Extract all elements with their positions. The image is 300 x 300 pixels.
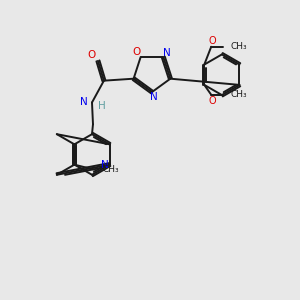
Text: O: O: [208, 36, 216, 46]
Text: H: H: [98, 101, 106, 111]
Text: CH₃: CH₃: [230, 42, 247, 51]
Text: N: N: [101, 160, 109, 170]
Text: CH₃: CH₃: [102, 165, 119, 174]
Text: O: O: [133, 47, 141, 57]
Text: O: O: [88, 50, 96, 60]
Text: CH₃: CH₃: [230, 90, 247, 99]
Text: O: O: [208, 96, 216, 106]
Text: N: N: [150, 92, 158, 102]
Text: N: N: [164, 48, 171, 58]
Text: N: N: [80, 98, 88, 107]
